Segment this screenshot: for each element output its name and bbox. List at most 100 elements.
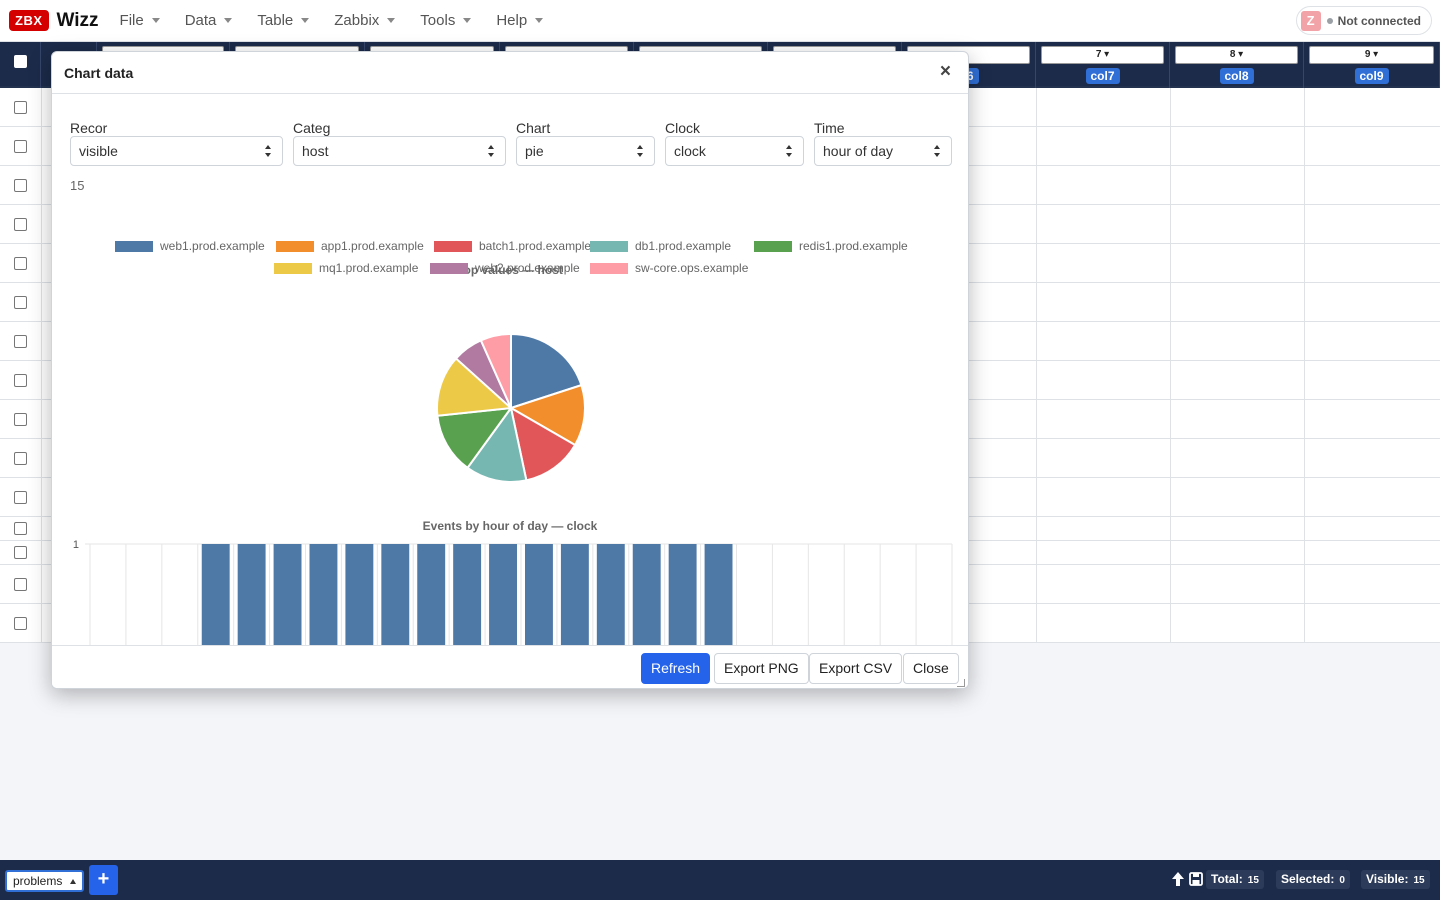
column-selector[interactable]: 8 ▾ bbox=[1175, 46, 1298, 64]
legend-item[interactable]: web2.prod.example bbox=[430, 261, 580, 275]
export-csv-button[interactable]: Export CSV bbox=[809, 653, 903, 684]
legend-item[interactable]: redis1.prod.example bbox=[754, 239, 908, 253]
close-button[interactable]: Close bbox=[903, 653, 959, 684]
column-name-badge[interactable]: col9 bbox=[1354, 68, 1389, 84]
records-select[interactable]: visible bbox=[70, 136, 283, 166]
row-checkbox[interactable] bbox=[14, 100, 27, 114]
add-tab-button[interactable]: + bbox=[89, 865, 118, 895]
pie-slice[interactable] bbox=[436, 406, 514, 470]
records-value: visible bbox=[79, 143, 118, 159]
pie-slice[interactable] bbox=[436, 357, 514, 417]
clock-select[interactable]: clock bbox=[665, 136, 804, 166]
row-checkbox[interactable] bbox=[14, 217, 27, 231]
caret-down-icon bbox=[535, 18, 544, 23]
menu-data[interactable]: Data bbox=[176, 12, 242, 29]
resize-grip-icon[interactable] bbox=[957, 679, 965, 687]
column-selector-label: 9 bbox=[1364, 49, 1371, 60]
menu-file[interactable]: File bbox=[111, 12, 169, 29]
column-selector-label: 8 bbox=[1229, 49, 1236, 60]
view-tab-problems[interactable]: problems bbox=[5, 870, 85, 892]
legend-item[interactable]: db1.prod.example bbox=[590, 239, 731, 253]
total-value: 15 bbox=[1247, 875, 1259, 886]
export-png-button[interactable]: Export PNG bbox=[714, 653, 809, 684]
select-all-cell bbox=[0, 42, 41, 88]
bar[interactable] bbox=[417, 544, 446, 645]
column-name-badge[interactable]: col8 bbox=[1219, 68, 1254, 84]
legend-item[interactable]: batch1.prod.example bbox=[434, 239, 591, 253]
column-selector[interactable]: 9 ▾ bbox=[1309, 46, 1434, 64]
clock-label: Clock bbox=[665, 120, 701, 136]
caret-down-icon bbox=[463, 18, 472, 23]
pie-slice[interactable] bbox=[508, 383, 586, 447]
bar[interactable] bbox=[668, 544, 697, 645]
visible-count-badge: Visible: 15 bbox=[1361, 870, 1430, 889]
pie-slice[interactable] bbox=[509, 406, 577, 482]
selected-count-badge: Selected: 0 bbox=[1276, 870, 1350, 889]
caret-down-icon: ▾ bbox=[1101, 49, 1110, 60]
select-all-checkbox[interactable] bbox=[14, 55, 27, 68]
menu-tools[interactable]: Tools bbox=[411, 12, 480, 29]
bar[interactable] bbox=[309, 544, 338, 645]
time-select[interactable]: hour of day bbox=[814, 136, 952, 166]
menu-help[interactable]: Help bbox=[487, 12, 552, 29]
pie-slice[interactable] bbox=[479, 332, 512, 409]
row-checkbox[interactable] bbox=[14, 295, 27, 309]
bar[interactable] bbox=[632, 544, 661, 645]
bar[interactable] bbox=[201, 544, 230, 645]
row-checkbox[interactable] bbox=[14, 373, 27, 387]
bar[interactable] bbox=[273, 544, 302, 645]
legend-label: batch1.prod.example bbox=[479, 239, 592, 253]
row-checkbox[interactable] bbox=[14, 522, 27, 535]
dialog-title: Chart data bbox=[64, 65, 134, 81]
bar[interactable] bbox=[453, 544, 482, 645]
refresh-button[interactable]: Refresh bbox=[641, 653, 711, 684]
row-checkbox[interactable] bbox=[14, 412, 27, 426]
dialog-header: Chart data × bbox=[52, 52, 968, 94]
legend-item[interactable]: mq1.prod.example bbox=[274, 261, 418, 275]
select-arrows-icon bbox=[265, 145, 272, 157]
bar[interactable] bbox=[704, 544, 733, 645]
connection-status-button[interactable]: Z Not connected bbox=[1295, 6, 1432, 35]
bar[interactable] bbox=[237, 544, 266, 645]
pie-slice[interactable] bbox=[466, 405, 528, 483]
upload-icon[interactable] bbox=[1171, 870, 1209, 888]
dialog-body: Recor visible Categ host Chart pie Clock… bbox=[52, 94, 968, 645]
pie-slice[interactable] bbox=[510, 332, 583, 410]
total-count-badge: Total: 15 bbox=[1206, 870, 1264, 889]
close-icon[interactable]: × bbox=[939, 61, 951, 82]
chart-type-select[interactable]: pie bbox=[516, 136, 655, 166]
menu-table[interactable]: Table bbox=[248, 12, 318, 29]
caret-down-icon bbox=[224, 18, 233, 23]
bar[interactable] bbox=[381, 544, 410, 645]
bar[interactable] bbox=[489, 544, 517, 645]
column-header: 9 ▾ col9 bbox=[1304, 42, 1440, 88]
column-name-badge[interactable]: col7 bbox=[1085, 68, 1120, 84]
bar[interactable] bbox=[596, 544, 625, 645]
row-checkbox[interactable] bbox=[14, 546, 27, 559]
legend-swatch bbox=[590, 240, 628, 252]
menu-zabbix[interactable]: Zabbix bbox=[325, 12, 404, 29]
row-checkbox[interactable] bbox=[14, 490, 27, 504]
legend-label: redis1.prod.example bbox=[799, 239, 908, 253]
row-checkbox[interactable] bbox=[14, 334, 27, 348]
visible-label: Visible: bbox=[1366, 872, 1409, 886]
row-checkbox[interactable] bbox=[14, 139, 27, 153]
row-checkbox[interactable] bbox=[14, 178, 27, 192]
column-selector[interactable]: 7 ▾ bbox=[1041, 46, 1164, 64]
caret-down-icon: ▾ bbox=[1370, 49, 1379, 60]
row-checkbox[interactable] bbox=[14, 616, 27, 630]
row-checkbox[interactable] bbox=[14, 451, 27, 465]
category-select[interactable]: host bbox=[293, 136, 506, 166]
legend-swatch bbox=[115, 240, 153, 252]
top-navbar: ZBX Wizz File Data Table Zabbix Tools He… bbox=[0, 0, 1440, 42]
legend-item[interactable]: web1.prod.example bbox=[115, 239, 265, 253]
row-checkbox[interactable] bbox=[14, 256, 27, 270]
status-bar: problems bbox=[0, 860, 1440, 900]
legend-item[interactable]: app1.prod.example bbox=[276, 239, 424, 253]
bar[interactable] bbox=[345, 544, 374, 645]
row-checkbox[interactable] bbox=[14, 577, 27, 591]
time-value: hour of day bbox=[823, 143, 894, 159]
legend-item[interactable]: sw-core.ops.example bbox=[590, 261, 748, 275]
bar[interactable] bbox=[560, 544, 589, 645]
bar[interactable] bbox=[525, 544, 553, 645]
